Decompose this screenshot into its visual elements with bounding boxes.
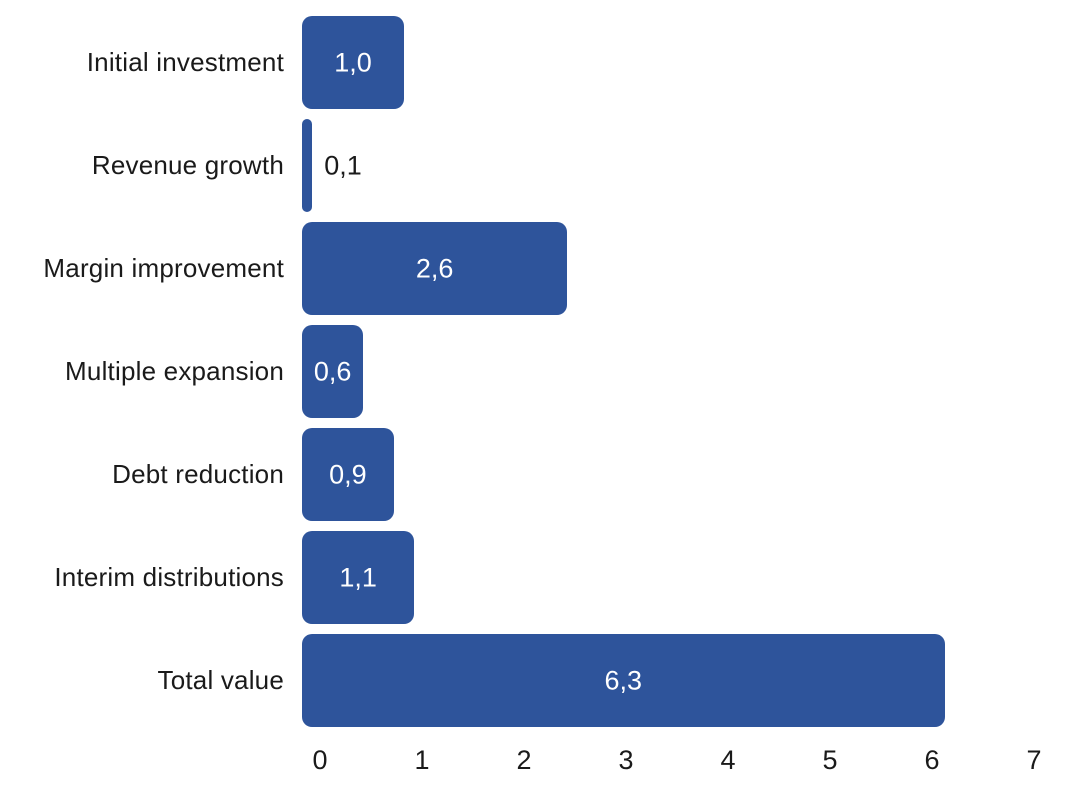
category-label: Revenue growth [91, 150, 284, 180]
bar [302, 119, 313, 212]
bar-value-label: 2,6 [415, 253, 454, 283]
category-label: Multiple expansion [65, 356, 284, 386]
chart-row: Margin improvement 2,6 [0, 222, 1080, 315]
category-label: Debt reduction [112, 459, 284, 489]
chart-row: Interim distributions 1,1 [0, 531, 1080, 624]
bar-value-label: 1,1 [339, 562, 377, 592]
category-label: Total value [157, 665, 284, 695]
bar [302, 325, 364, 418]
x-axis-tick-label: 4 [720, 745, 736, 775]
x-axis-tick-label: 0 [312, 745, 328, 775]
x-axis-tick-label: 1 [414, 745, 430, 775]
bar [302, 428, 394, 521]
category-label: Interim distributions [54, 562, 284, 592]
category-label: Initial investment [86, 47, 284, 77]
bar-track: 2,6 [302, 222, 1016, 315]
chart-row: Debt reduction 0,9 [0, 428, 1080, 521]
chart-row: Multiple expansion 0,6 [0, 325, 1080, 418]
x-axis-tick-label: 3 [618, 745, 634, 775]
bar-value-label: 0,1 [324, 150, 362, 180]
bar-track: 0,1 [302, 119, 1016, 212]
bar-track: 1,1 [302, 531, 1016, 624]
x-axis-tick-label: 7 [1026, 745, 1042, 775]
x-axis-tick-label: 2 [516, 745, 532, 775]
bar-value-label: 1,0 [334, 47, 372, 77]
bar-value-label: 0,9 [329, 459, 367, 489]
bar-track: 0,6 [302, 325, 1016, 418]
bar-value-label: 0,6 [313, 356, 352, 386]
bar-track: 6,3 [302, 634, 1016, 727]
chart-rows: Initial investment 1,0 Revenue growth 0,1 Ma… [0, 16, 1080, 727]
bar-track: 1,0 [302, 16, 1016, 109]
chart-plot-area: Initial investment 1,0 Revenue growth 0,1 Ma… [0, 16, 1080, 789]
x-axis: 0 1 2 3 4 5 6 7 [312, 733, 1041, 789]
bar-track: 0,9 [302, 428, 1016, 521]
chart-row: Initial investment 1,0 [0, 16, 1080, 109]
chart-row: Revenue growth 0,1 [0, 119, 1080, 212]
bar-value-label: 6,3 [604, 665, 643, 695]
bar [302, 531, 415, 624]
bar [302, 16, 404, 109]
bar [302, 634, 945, 727]
x-axis-tick-label: 5 [822, 745, 838, 775]
x-axis-tick-label: 6 [924, 745, 940, 775]
bar [302, 222, 568, 315]
category-label: Margin improvement [43, 253, 284, 283]
chart-row: Total value 6,3 [0, 634, 1080, 727]
